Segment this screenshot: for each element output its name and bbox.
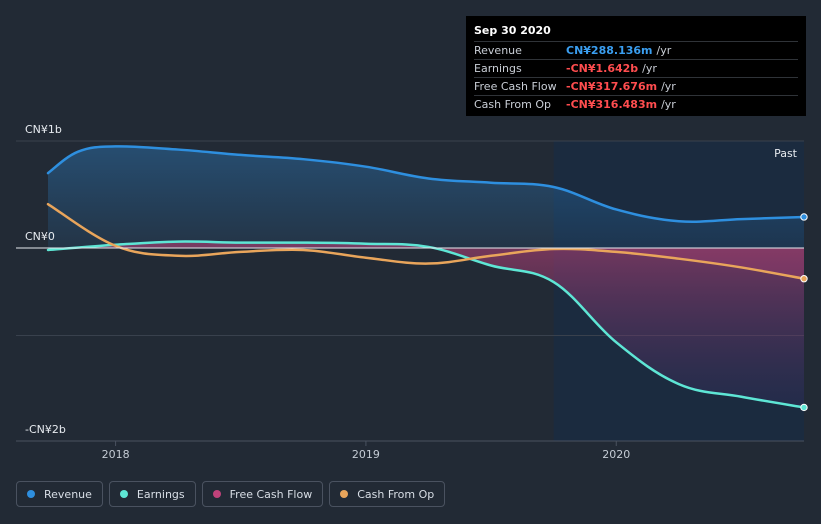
legend-item-earnings[interactable]: Earnings: [108, 481, 196, 507]
tooltip-row-free-cash-flow: Free Cash Flow -CN¥317.676m /yr: [474, 77, 798, 95]
revenue-end-marker: [800, 213, 808, 221]
legend-item-cash-from-op[interactable]: Cash From Op: [329, 481, 446, 507]
legend-label: Cash From Op: [357, 487, 435, 501]
legend-label: Free Cash Flow: [229, 487, 313, 501]
cash-from-op-end-marker: [800, 275, 808, 283]
tooltip: Sep 30 2020 Revenue CN¥288.136m /yr Earn…: [466, 16, 806, 116]
tooltip-label: Revenue: [474, 44, 522, 57]
area-fills: [48, 146, 804, 408]
legend-dot-icon: [212, 490, 221, 498]
tooltip-label: Earnings: [474, 62, 522, 75]
legend-dot-icon: [27, 490, 35, 498]
legend-item-revenue[interactable]: Revenue: [16, 481, 103, 507]
past-label: Past: [774, 147, 798, 160]
tooltip-row-earnings: Earnings -CN¥1.642b /yr: [474, 59, 798, 77]
tooltip-value: -CN¥316.483m: [566, 98, 658, 111]
series-end-markers: [800, 213, 808, 412]
earnings-line: [46, 240, 804, 409]
legend-label: Earnings: [136, 487, 185, 501]
earnings-area: [48, 241, 804, 408]
x-axis-labels: 2018 2019 2020: [102, 441, 630, 461]
x-tick-label: 2018: [102, 448, 130, 461]
revenue-line: [46, 145, 804, 224]
y-axis-labels: CN¥1b CN¥0 -CN¥2b: [25, 123, 66, 436]
tooltip-unit: /yr: [661, 98, 676, 111]
series-lines: [46, 145, 804, 409]
tooltip-date: Sep 30 2020: [474, 24, 551, 37]
tooltip-row-revenue: Revenue CN¥288.136m /yr: [474, 41, 798, 59]
y-tick-label: CN¥0: [25, 230, 55, 243]
tooltip-label: Free Cash Flow: [474, 80, 557, 93]
revenue-area: [48, 146, 804, 248]
legend-item-free-cash-flow[interactable]: Free Cash Flow: [201, 481, 324, 507]
legend-label: Revenue: [44, 487, 92, 501]
tooltip-unit: /yr: [661, 80, 676, 93]
x-tick-label: 2019: [352, 448, 380, 461]
legend-dot-icon: [340, 490, 349, 498]
tooltip-value: CN¥288.136m: [566, 44, 653, 57]
y-tick-label: -CN¥2b: [25, 423, 66, 436]
legend: Revenue Earnings Free Cash Flow Cash Fro…: [16, 481, 446, 507]
tooltip-row-cash-from-op: Cash From Op -CN¥316.483m /yr: [474, 95, 798, 113]
earnings-end-marker: [800, 403, 808, 412]
legend-dot-icon: [119, 490, 128, 498]
cash-from-op-line: [46, 202, 804, 280]
tooltip-value: -CN¥1.642b: [566, 62, 639, 75]
tooltip-unit: /yr: [642, 62, 657, 75]
free-cash-flow-area: [553, 248, 804, 279]
tooltip-unit: /yr: [656, 44, 672, 57]
y-tick-label: CN¥1b: [25, 123, 62, 136]
tooltip-value: -CN¥317.676m: [566, 80, 658, 93]
x-tick-label: 2020: [602, 448, 630, 461]
tooltip-label: Cash From Op: [474, 98, 552, 111]
